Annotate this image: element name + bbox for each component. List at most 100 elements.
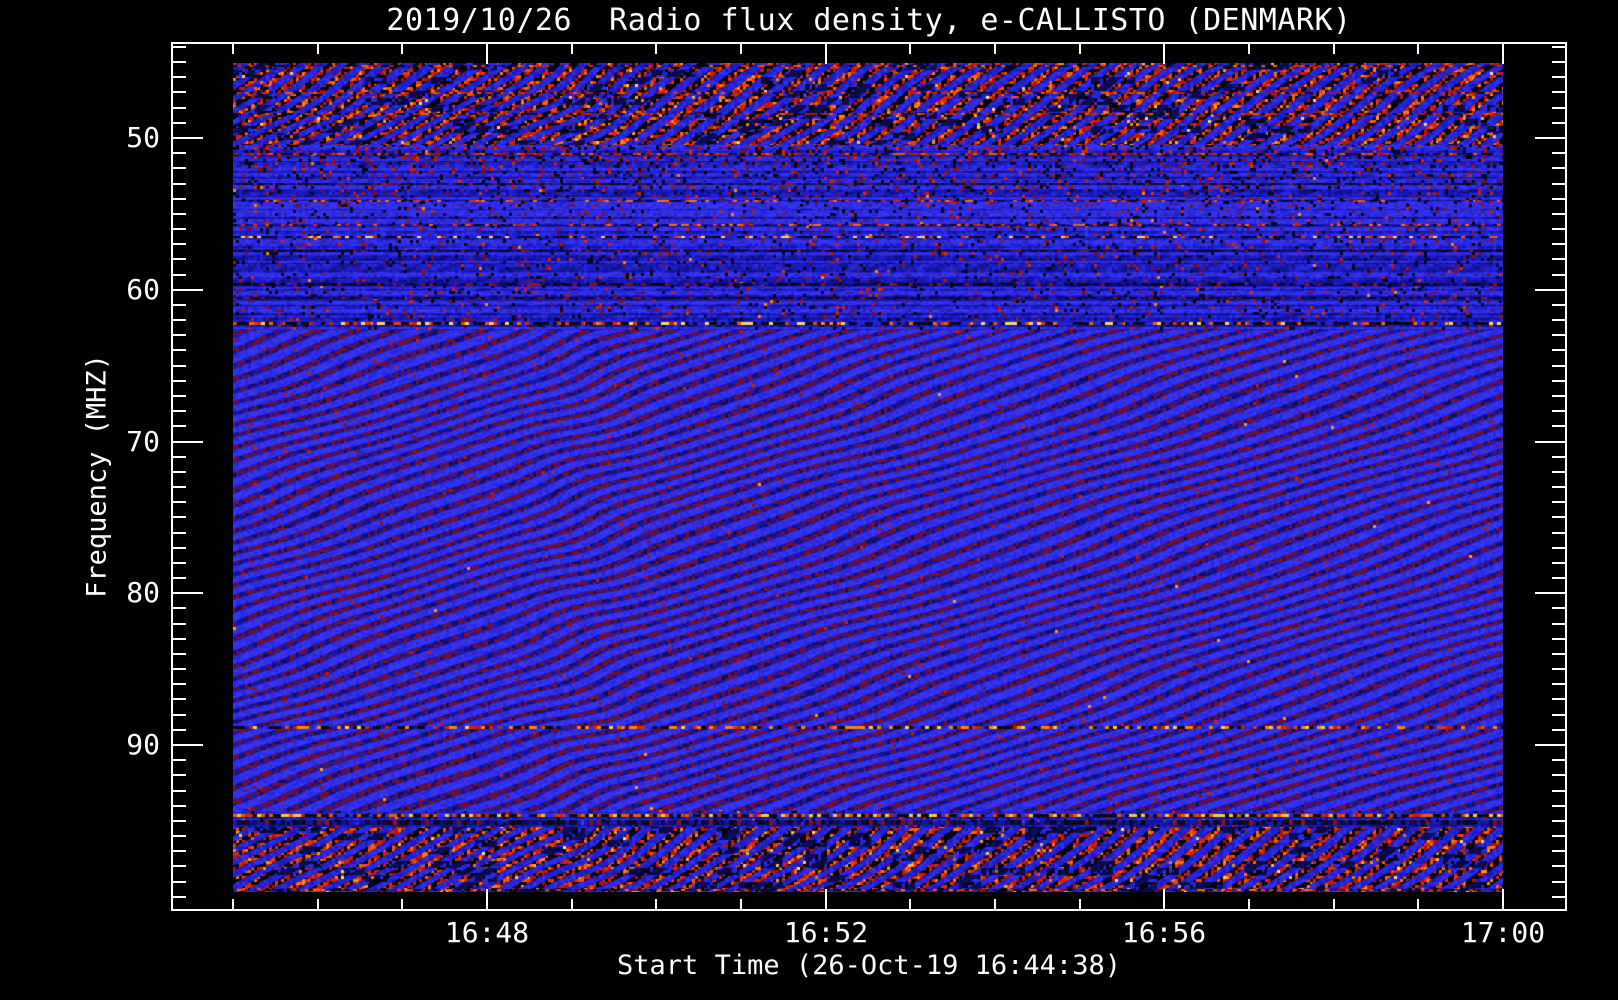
y-tick-label: 60 <box>126 273 160 306</box>
x-axis-tick-bottom <box>1417 899 1419 909</box>
y-axis-tick <box>173 501 186 503</box>
y-axis-tick <box>173 896 186 898</box>
x-axis-tick-top <box>740 44 742 54</box>
y-axis-tick <box>173 365 186 367</box>
y-axis-tick-right <box>1552 334 1565 336</box>
x-axis-tick-top <box>486 44 488 64</box>
y-axis-tick <box>173 486 186 488</box>
x-axis-tick-bottom <box>486 889 488 909</box>
x-axis-tick-bottom <box>401 899 403 909</box>
y-axis-tick-right <box>1552 577 1565 579</box>
x-tick-label: 16:48 <box>444 916 530 949</box>
y-axis-tick-right <box>1552 835 1565 837</box>
y-axis-tick <box>173 334 186 336</box>
y-axis-tick-right <box>1552 896 1565 898</box>
y-axis-tick-right <box>1552 805 1565 807</box>
x-axis-tick-bottom <box>1502 889 1504 909</box>
x-tick-label: 16:56 <box>1121 916 1207 949</box>
y-axis-title: Frequency (MHZ) <box>81 354 113 598</box>
spectrogram-canvas <box>233 63 1503 892</box>
x-axis-tick-bottom <box>1079 899 1081 909</box>
y-axis-tick-right <box>1552 501 1565 503</box>
x-axis-tick-top <box>1333 44 1335 54</box>
y-axis-tick <box>173 152 186 154</box>
y-axis-tick-right <box>1552 380 1565 382</box>
x-axis-tick-top <box>1079 44 1081 54</box>
y-axis-tick-right <box>1552 790 1565 792</box>
y-axis-tick-right <box>1552 304 1565 306</box>
y-tick-label: 90 <box>126 728 160 761</box>
y-axis-tick <box>173 319 186 321</box>
x-axis-tick-bottom <box>1333 899 1335 909</box>
y-axis-tick-right <box>1552 607 1565 609</box>
x-axis-tick-bottom <box>825 889 827 909</box>
y-axis-tick <box>173 107 186 109</box>
y-axis-tick-right <box>1552 91 1565 93</box>
y-axis-tick <box>173 835 186 837</box>
x-axis-tick-bottom <box>994 899 996 909</box>
y-axis-tick <box>173 744 203 746</box>
y-axis-tick <box>173 213 186 215</box>
y-axis-tick <box>173 395 186 397</box>
y-axis-tick <box>173 729 186 731</box>
y-axis-tick <box>173 683 186 685</box>
y-axis-tick <box>173 183 186 185</box>
y-axis-tick <box>173 790 186 792</box>
y-axis-tick <box>173 714 186 716</box>
y-axis-tick <box>173 881 186 883</box>
y-axis-tick <box>173 198 186 200</box>
y-axis-tick-right <box>1552 213 1565 215</box>
y-axis-tick-right <box>1552 152 1565 154</box>
y-axis-tick-right <box>1552 516 1565 518</box>
y-axis-tick-right <box>1552 258 1565 260</box>
y-axis-tick-right <box>1552 349 1565 351</box>
y-axis-tick-right <box>1552 228 1565 230</box>
x-tick-label: 16:52 <box>783 916 869 949</box>
x-axis-tick-bottom <box>740 899 742 909</box>
y-axis-tick <box>173 698 186 700</box>
y-axis-tick-right <box>1552 471 1565 473</box>
y-axis-tick <box>173 592 203 594</box>
y-axis-tick-right <box>1552 107 1565 109</box>
y-axis-tick-right <box>1552 562 1565 564</box>
y-axis-tick-right <box>1552 395 1565 397</box>
y-axis-tick-right <box>1535 592 1565 594</box>
y-axis-tick <box>173 456 186 458</box>
x-axis-tick-top <box>317 44 319 54</box>
y-axis-tick-right <box>1552 410 1565 412</box>
x-axis-tick-bottom <box>655 899 657 909</box>
x-axis-tick-top <box>825 44 827 64</box>
y-axis-tick <box>173 258 186 260</box>
x-axis-tick-top <box>1248 44 1250 54</box>
y-axis-tick-right <box>1552 456 1565 458</box>
y-axis-tick <box>173 668 186 670</box>
y-axis-tick-right <box>1552 881 1565 883</box>
y-axis-tick <box>173 349 186 351</box>
x-axis-tick-top <box>994 44 996 54</box>
y-axis-tick <box>173 167 186 169</box>
x-axis-tick-bottom <box>571 899 573 909</box>
y-axis-tick <box>173 532 186 534</box>
y-axis-tick <box>173 304 186 306</box>
y-axis-tick <box>173 441 203 443</box>
x-tick-label: 17:00 <box>1460 916 1546 949</box>
x-axis-title: Start Time (26-Oct-19 16:44:38) <box>617 950 1121 981</box>
y-tick-label: 50 <box>126 121 160 154</box>
y-axis-tick-right <box>1552 486 1565 488</box>
x-axis-tick-top <box>1417 44 1419 54</box>
x-axis-tick-top <box>1502 44 1504 64</box>
y-axis-tick-right <box>1552 850 1565 852</box>
y-axis-tick-right <box>1552 623 1565 625</box>
y-axis-tick-right <box>1552 698 1565 700</box>
y-axis-tick-right <box>1552 198 1565 200</box>
y-axis-tick-right <box>1552 243 1565 245</box>
y-axis-tick <box>173 471 186 473</box>
y-axis-tick-right <box>1552 183 1565 185</box>
x-axis-tick-top <box>401 44 403 54</box>
y-axis-tick <box>173 228 186 230</box>
y-axis-tick <box>173 61 186 63</box>
x-axis-tick-top <box>909 44 911 54</box>
x-axis-tick-bottom <box>1163 889 1165 909</box>
x-axis-tick-bottom <box>909 899 911 909</box>
y-axis-tick <box>173 547 186 549</box>
